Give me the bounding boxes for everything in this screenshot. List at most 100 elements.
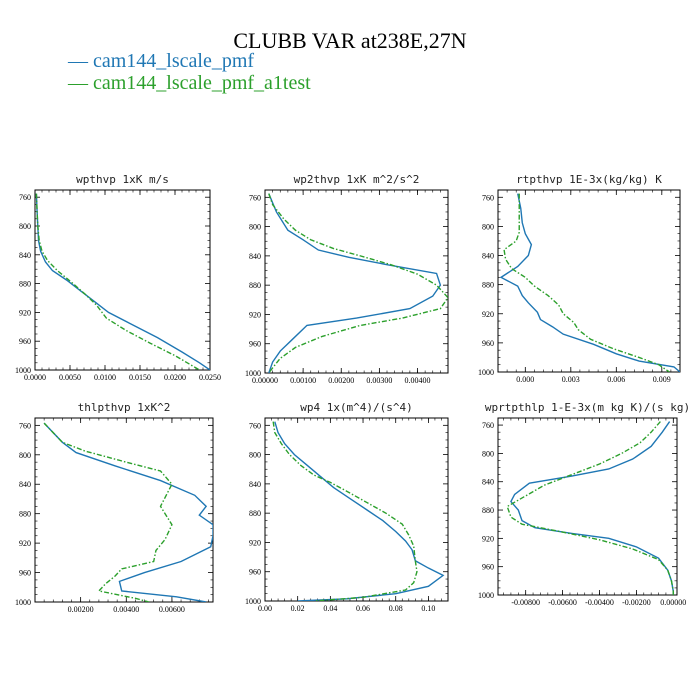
y-tick-label: 760 [482,421,494,430]
y-tick-label: 800 [482,222,494,231]
y-tick-label: 800 [249,223,261,232]
panel-title: wp4 1x(m^4)/(s^4) [300,401,413,414]
y-tick-label: 920 [482,310,494,319]
y-tick-label: 920 [249,310,261,319]
chart-panel-4: thlpthvp 1xK^2 760 800 840 880 920 960 1000 0.00… [15,401,214,614]
y-tick-label: 1000 [478,368,494,377]
y-tick-label: 960 [19,337,31,346]
y-tick-label: 920 [482,534,494,543]
x-tick-label: -0.00400 [585,598,614,607]
plot-frame [34,189,211,371]
series-line-1 [35,193,210,370]
x-tick-label: 0.0200 [164,373,186,382]
y-tick-label: 960 [482,563,494,572]
x-tick-label: 0.0150 [129,373,151,382]
series-line-2 [43,422,173,602]
chart-panel-6: wprtpthlp 1-E-3x(m kg K)/(s kg) 760 800 840… [478,401,690,607]
y-tick-label: 840 [19,251,31,260]
y-tick-label: 760 [19,193,31,202]
y-tick-label: 800 [19,222,31,231]
x-tick-label: 0.00200 [68,605,94,614]
series-line-2 [506,421,675,595]
y-tick-label: 1000 [15,598,31,607]
x-tick-label: 0.00600 [159,605,185,614]
plot-frame [264,189,449,374]
plot-frame [497,417,678,596]
y-tick-label: 960 [482,339,494,348]
y-tick-label: 760 [249,421,261,430]
legend-entry: — cam144_lscale_pmf_a1test [68,72,311,94]
y-tick-label: 880 [249,281,261,290]
chart-panel-1: wpthvp 1xK m/s76080084088092096010000.00… [15,173,221,382]
x-tick-label: 0.006 [607,375,625,384]
x-tick-label: 0.00 [258,604,272,613]
series-line-2 [268,193,448,373]
x-tick-label: -0.00800 [511,598,540,607]
series-line-1 [43,422,213,602]
x-tick-label: 0.0000 [24,373,46,382]
y-tick-label: 1000 [15,366,31,375]
chart-panel-3: rtpthvp 1E-3x(kg/kg) K 760 800 840 880 920 960… [478,173,681,384]
x-tick-label: 0.009 [653,375,671,384]
y-tick-label: 800 [482,449,494,458]
y-tick-label: 880 [482,281,494,290]
y-tick-label: 760 [482,193,494,202]
y-tick-label: 960 [19,569,31,578]
y-tick-label: 840 [19,480,31,489]
y-tick-label: 840 [482,478,494,487]
y-tick-label: 760 [249,193,261,202]
y-tick-label: 800 [249,451,261,460]
x-tick-label: 0.0050 [59,373,81,382]
y-tick-label: 840 [249,480,261,489]
series-line-2 [35,193,200,370]
y-tick-label: 840 [482,252,494,261]
x-tick-label: 0.0100 [94,373,116,382]
y-tick-label: 960 [249,568,261,577]
x-tick-label: 0.04 [323,604,337,613]
x-tick-label: 0.00000 [660,598,686,607]
series-line-1 [499,193,680,372]
plot-frame [264,417,449,602]
x-tick-label: 0.10 [421,604,435,613]
x-tick-label: 0.00100 [290,376,316,385]
x-tick-label: 0.00000 [252,376,278,385]
x-tick-label: 0.08 [389,604,403,613]
y-tick-label: 880 [482,506,494,515]
x-tick-label: 0.0250 [199,373,221,382]
y-tick-label: 880 [249,509,261,518]
x-tick-label: 0.06 [356,604,370,613]
x-tick-label: 0.00200 [328,376,354,385]
y-tick-label: 840 [249,252,261,261]
x-tick-label: 0.00300 [366,376,392,385]
y-tick-label: 760 [19,421,31,430]
y-tick-label: 920 [19,308,31,317]
y-tick-label: 1000 [478,591,494,600]
y-tick-label: 960 [249,340,261,349]
series-line-1 [274,421,445,601]
panel-title: wp2thvp 1xK m^2/s^2 [294,173,420,186]
x-tick-label: -0.00600 [548,598,577,607]
x-tick-label: 0.00400 [113,605,139,614]
page-title: CLUBB VAR at238E,27N [233,28,467,53]
chart-panel-2: wp2thvp 1xK m^2/s^2 760 800 840 880 920 960 100… [245,173,449,385]
series-line-1 [510,421,675,595]
chart-panel-5: wp4 1x(m^4)/(s^4)76080084088092096010000… [245,401,449,613]
panel-title: wpthvp 1xK m/s [76,173,169,186]
x-tick-label: 0.003 [562,375,580,384]
x-tick-label: -0.00200 [622,598,651,607]
plot-frame [34,417,214,603]
y-tick-label: 800 [19,451,31,460]
y-tick-label: 920 [19,539,31,548]
y-tick-label: 880 [19,510,31,519]
y-tick-label: 920 [249,538,261,547]
y-tick-label: 1000 [245,369,261,378]
series-line-2 [272,421,418,601]
plot-frame [497,189,681,373]
legend-entry: — cam144_lscale_pmf [68,50,255,72]
series-line-1 [268,193,442,373]
y-tick-label: 1000 [245,597,261,606]
x-tick-label: 0.02 [291,604,305,613]
series-line-2 [503,193,670,372]
y-tick-label: 880 [19,280,31,289]
